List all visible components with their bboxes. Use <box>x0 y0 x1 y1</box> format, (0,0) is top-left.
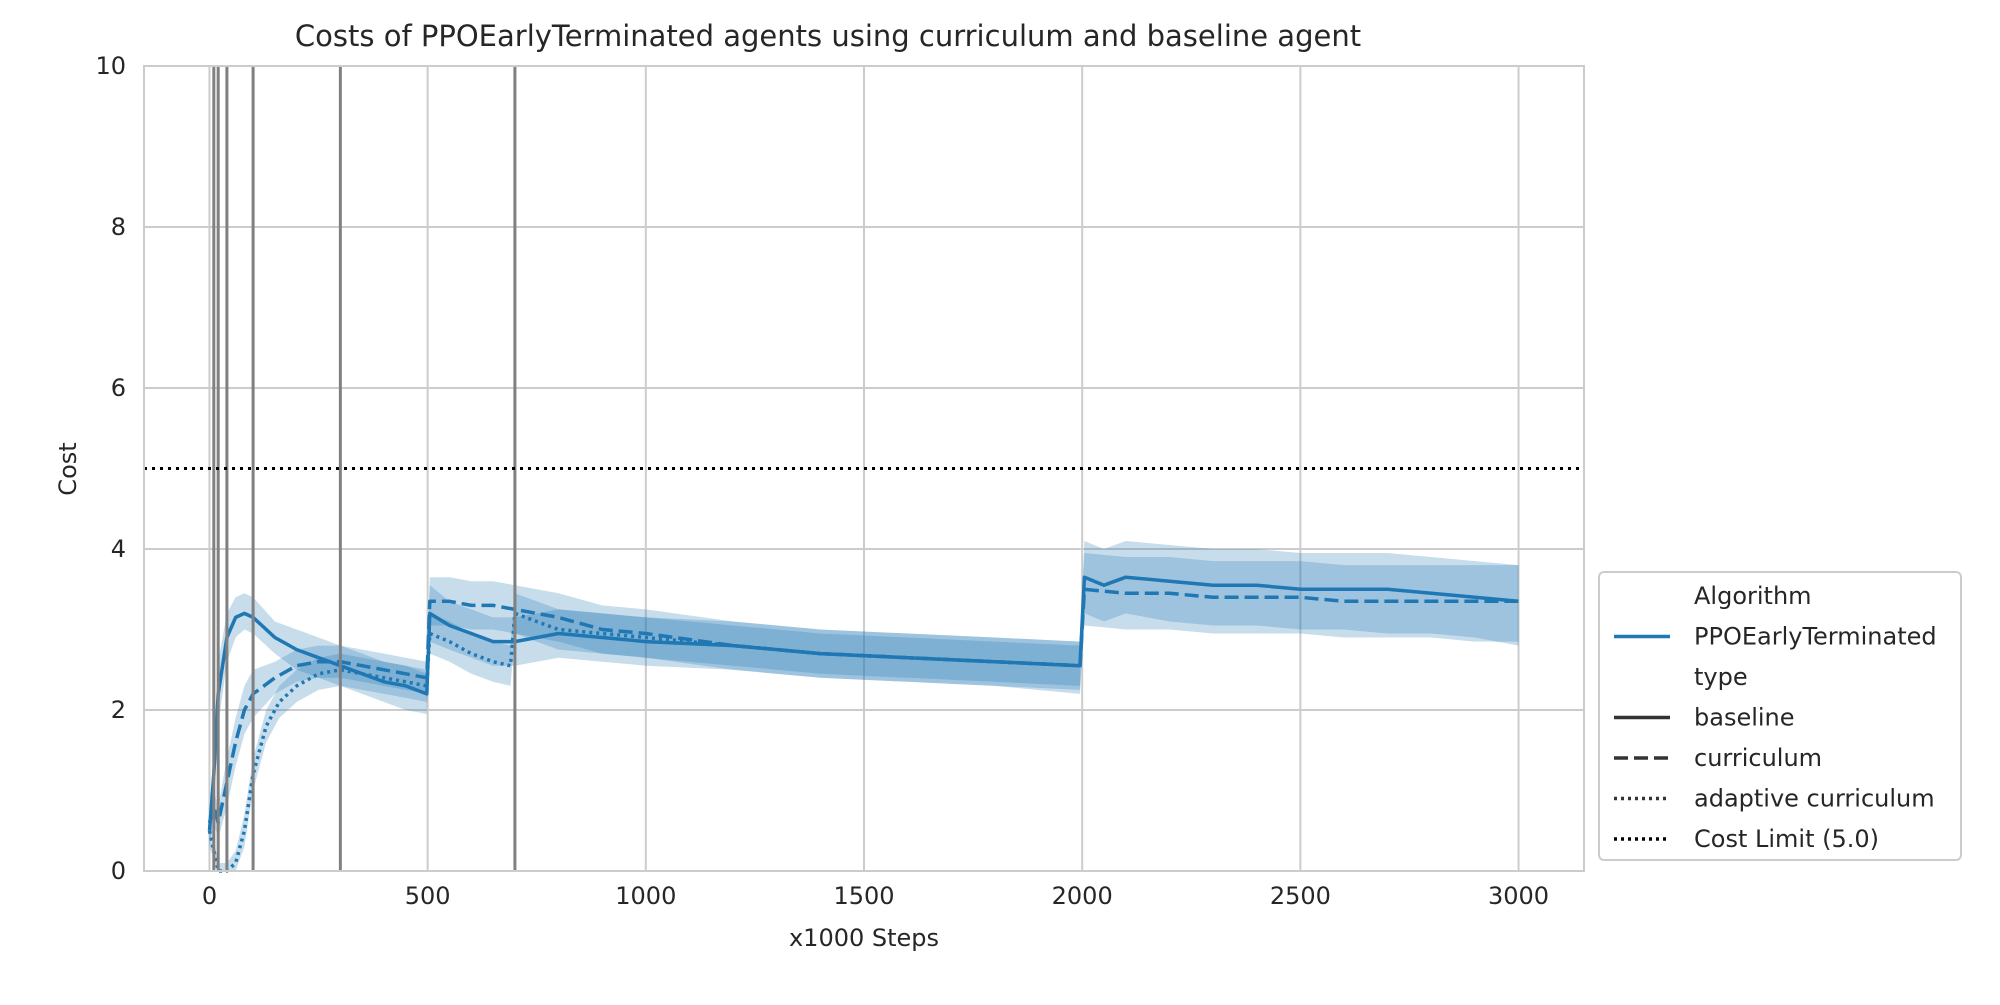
legend-label-cost-limit-5-0: Cost Limit (5.0) <box>1694 825 1879 853</box>
confidence-bands <box>209 541 1519 871</box>
y-tick-label-0: 0 <box>111 857 126 885</box>
x-tick-label-1: 500 <box>405 882 451 910</box>
curriculum-band <box>209 553 1519 839</box>
legend-label-baseline: baseline <box>1694 704 1795 732</box>
legend-header-algorithm: Algorithm <box>1694 582 1812 610</box>
x-tick-labels: 0 500 1000 1500 2000 2500 3000 <box>202 882 1549 910</box>
x-tick-label-4: 2000 <box>1052 882 1113 910</box>
y-tick-label-3: 6 <box>111 374 126 402</box>
curriculum-boundaries <box>212 66 517 871</box>
legend-label-ppoearlyterminated: PPOEarlyTerminated <box>1694 623 1937 651</box>
legend-label-curriculum: curriculum <box>1694 744 1822 772</box>
legend-label-adaptive-curriculum: adaptive curriculum <box>1694 785 1935 813</box>
legend-entries: Algorithm PPOEarlyTerminated type baseline c… <box>1614 582 1937 853</box>
legend-header-type: type <box>1694 663 1748 691</box>
y-tick-labels: 0 2 4 6 8 10 <box>95 52 126 885</box>
baseline-line <box>207 575 1519 831</box>
x-tick-label-6: 3000 <box>1488 882 1549 910</box>
adaptive-curriculum-band <box>209 593 1080 871</box>
legend-box <box>1598 571 1962 861</box>
baseline-band <box>209 541 1519 847</box>
x-tick-label-2: 1000 <box>615 882 676 910</box>
legend: Algorithm PPOEarlyTerminated type baseline c… <box>1598 571 1962 861</box>
y-axis-label: Cost <box>54 442 82 495</box>
x-tick-label-5: 2500 <box>1270 882 1331 910</box>
plot-frame <box>143 65 1585 872</box>
chart-title: Costs of PPOEarlyTerminated agents using… <box>295 19 1361 53</box>
x-axis-label: x1000 Steps <box>789 924 939 952</box>
x-tick-label-3: 1500 <box>833 882 894 910</box>
y-tick-label-5: 10 <box>95 52 126 80</box>
x-tick-label-0: 0 <box>202 882 217 910</box>
y-tick-label-4: 8 <box>111 213 126 241</box>
y-tick-label-1: 2 <box>111 696 126 724</box>
y-tick-label-2: 4 <box>111 535 126 563</box>
